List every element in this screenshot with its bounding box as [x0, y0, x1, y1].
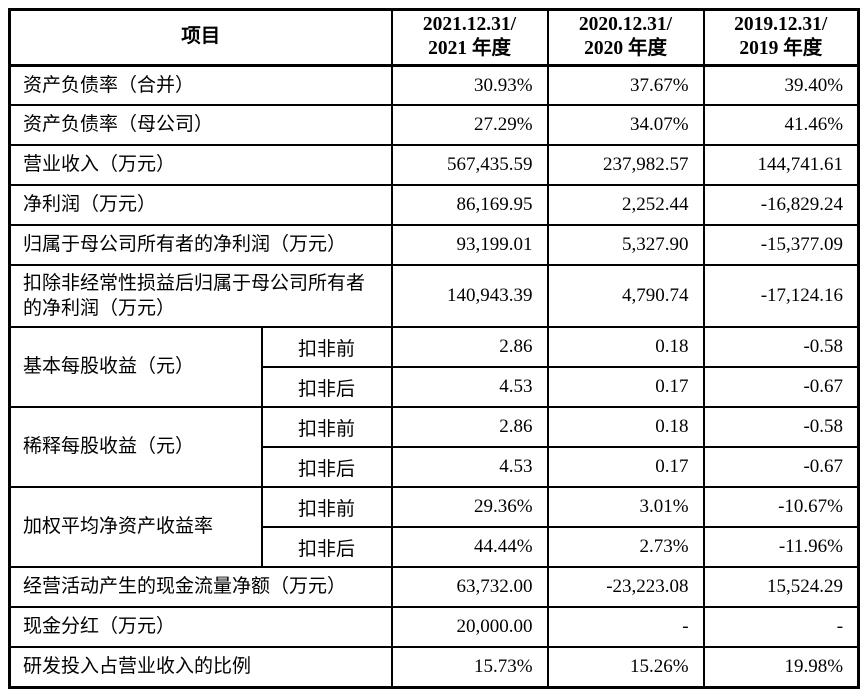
- value-cell: -15,377.09: [702, 224, 860, 267]
- value-cell: 4,790.74: [546, 264, 705, 329]
- header-period-date: 2021.12.31/: [422, 14, 517, 35]
- value-cell: 140,943.39: [390, 264, 549, 329]
- row-label: 扣除非经常性损益后归属于母公司所有者的净利润（万元）: [8, 264, 393, 329]
- value-cell: 19.98%: [702, 646, 860, 689]
- row-label: 资产负债率（母公司）: [8, 104, 393, 147]
- table-row: 稀释每股收益（元） 扣非前 2.86 0.18 -0.58: [8, 406, 860, 489]
- value-cell: 15.73%: [390, 646, 549, 689]
- value-cell: 30.93%: [390, 64, 549, 107]
- value-cell: 0.17: [546, 446, 705, 489]
- row-label: 稀释每股收益（元）: [8, 406, 263, 489]
- value-cell: 2.86: [390, 406, 549, 449]
- header-period-2019: 2019.12.31/ 2019 年度: [702, 8, 860, 67]
- sub-label: 扣非前: [260, 326, 393, 369]
- value-cell: 41.46%: [702, 104, 860, 147]
- financial-summary-table: 项目 2021.12.31/ 2021 年度 2020.12.31/ 2020 …: [8, 8, 861, 689]
- value-cell: 86,169.95: [390, 184, 549, 227]
- row-label: 现金分红（万元）: [8, 606, 393, 649]
- value-cell: -0.58: [702, 406, 860, 449]
- row-label: 营业收入（万元）: [8, 144, 393, 187]
- table-row: 归属于母公司所有者的净利润（万元） 93,199.01 5,327.90 -15…: [8, 224, 860, 267]
- value-cell: 237,982.57: [546, 144, 705, 187]
- value-cell: -23,223.08: [546, 566, 705, 609]
- header-row: 项目 2021.12.31/ 2021 年度 2020.12.31/ 2020 …: [8, 8, 860, 67]
- table-row: 现金分红（万元） 20,000.00 - -: [8, 606, 860, 649]
- header-period-date: 2019.12.31/: [734, 14, 828, 35]
- value-cell: 34.07%: [546, 104, 705, 147]
- row-label: 净利润（万元）: [8, 184, 393, 227]
- table-row: 扣非后 44.44% 2.73% -11.96%: [10, 526, 860, 569]
- value-cell: -: [546, 606, 705, 649]
- value-cell: 0.18: [546, 406, 705, 449]
- header-period-year: 2020 年度: [584, 38, 667, 60]
- value-cell: 27.29%: [390, 104, 549, 147]
- sub-label: 扣非前: [260, 406, 393, 449]
- value-cell: 2,252.44: [546, 184, 705, 227]
- value-cell: 29.36%: [390, 486, 549, 529]
- header-period-year: 2021 年度: [428, 38, 511, 60]
- table-row: 扣除非经常性损益后归属于母公司所有者的净利润（万元） 140,943.39 4,…: [8, 264, 860, 329]
- value-cell: 567,435.59: [390, 144, 549, 187]
- value-cell: -11.96%: [702, 526, 860, 569]
- value-cell: 144,741.61: [702, 144, 860, 187]
- value-cell: 37.67%: [546, 64, 705, 107]
- row-label: 基本每股收益（元）: [8, 326, 263, 409]
- value-cell: 44.44%: [390, 526, 549, 569]
- table-row: 基本每股收益（元） 扣非前 2.86 0.18 -0.58: [8, 326, 860, 409]
- value-cell: 5,327.90: [546, 224, 705, 267]
- value-cell: 39.40%: [702, 64, 860, 107]
- value-cell: -0.58: [702, 326, 860, 369]
- value-cell: 63,732.00: [390, 566, 549, 609]
- row-label: 资产负债率（合并）: [8, 64, 393, 107]
- value-cell: -17,124.16: [702, 264, 860, 329]
- table-row: 经营活动产生的现金流量净额（万元） 63,732.00 -23,223.08 1…: [8, 566, 860, 609]
- table-row: 资产负债率（合并） 30.93% 37.67% 39.40%: [8, 64, 860, 107]
- value-cell: 93,199.01: [390, 224, 549, 267]
- sub-label: 扣非后: [260, 366, 393, 409]
- sub-label: 扣非后: [260, 526, 393, 569]
- row-label: 研发投入占营业收入的比例: [8, 646, 393, 689]
- value-cell: 20,000.00: [390, 606, 549, 649]
- header-period-date: 2020.12.31/: [578, 14, 673, 35]
- value-cell: -: [702, 606, 860, 649]
- row-label: 经营活动产生的现金流量净额（万元）: [8, 566, 393, 609]
- value-cell: 4.53: [390, 366, 549, 409]
- header-period-2021: 2021.12.31/ 2021 年度: [390, 8, 549, 67]
- header-item: 项目: [8, 8, 393, 67]
- value-cell: 0.17: [546, 366, 705, 409]
- table-row: 研发投入占营业收入的比例 15.73% 15.26% 19.98%: [8, 646, 860, 689]
- table-row: 加权平均净资产收益率 扣非前 29.36% 3.01% -10.67%: [8, 486, 860, 569]
- value-cell: 15.26%: [546, 646, 705, 689]
- table-row: 扣非后 4.53 0.17 -0.67: [10, 366, 860, 409]
- value-cell: 3.01%: [546, 486, 705, 529]
- table-row: 资产负债率（母公司） 27.29% 34.07% 41.46%: [8, 104, 860, 147]
- value-cell: -0.67: [702, 446, 860, 489]
- header-period-2020: 2020.12.31/ 2020 年度: [546, 8, 705, 67]
- table-row: 扣非后 4.53 0.17 -0.67: [10, 446, 860, 489]
- value-cell: 0.18: [546, 326, 705, 369]
- sub-label: 扣非后: [260, 446, 393, 489]
- row-label: 加权平均净资产收益率: [8, 486, 263, 569]
- header-period-year: 2019 年度: [739, 38, 823, 60]
- table-row: 营业收入（万元） 567,435.59 237,982.57 144,741.6…: [8, 144, 860, 187]
- value-cell: 15,524.29: [702, 566, 860, 609]
- value-cell: -10.67%: [702, 486, 860, 529]
- row-label: 归属于母公司所有者的净利润（万元）: [8, 224, 393, 267]
- value-cell: -0.67: [702, 366, 860, 409]
- table-row: 净利润（万元） 86,169.95 2,252.44 -16,829.24: [8, 184, 860, 227]
- value-cell: 2.73%: [546, 526, 705, 569]
- sub-label: 扣非前: [260, 486, 393, 529]
- value-cell: -16,829.24: [702, 184, 860, 227]
- value-cell: 4.53: [390, 446, 549, 489]
- value-cell: 2.86: [390, 326, 549, 369]
